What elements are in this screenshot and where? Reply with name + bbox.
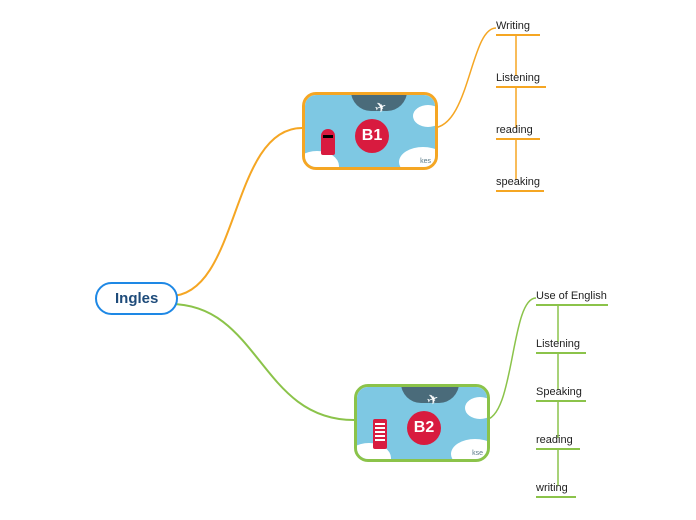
postbox-icon [321, 129, 335, 155]
b1-tag: kes [420, 158, 431, 165]
root-label: Ingles [115, 290, 158, 307]
b1-skill-0[interactable]: Writing [496, 20, 540, 34]
b2-badge: B2 [407, 411, 441, 445]
b2-skill-2[interactable]: Speaking [536, 386, 586, 400]
b2-skill-4[interactable]: writing [536, 482, 576, 496]
b1-skill-2[interactable]: reading [496, 124, 540, 138]
b2-cloud-3 [465, 397, 490, 419]
b2-skill-3[interactable]: reading [536, 434, 580, 448]
root-node[interactable]: Ingles [95, 282, 178, 315]
b1-node[interactable]: ✈ B1 kes [302, 92, 438, 170]
phonebox-icon [373, 419, 387, 449]
b1-cloud-3 [413, 105, 438, 127]
b1-skill-3[interactable]: speaking [496, 176, 544, 190]
connectors [0, 0, 696, 520]
b1-badge: B1 [355, 119, 389, 153]
b1-skill-1[interactable]: Listening [496, 72, 546, 86]
b2-skill-0[interactable]: Use of English [536, 290, 608, 304]
b2-tag: kse [472, 450, 483, 457]
b2-node[interactable]: ✈ B2 kse [354, 384, 490, 462]
b2-skill-1[interactable]: Listening [536, 338, 586, 352]
